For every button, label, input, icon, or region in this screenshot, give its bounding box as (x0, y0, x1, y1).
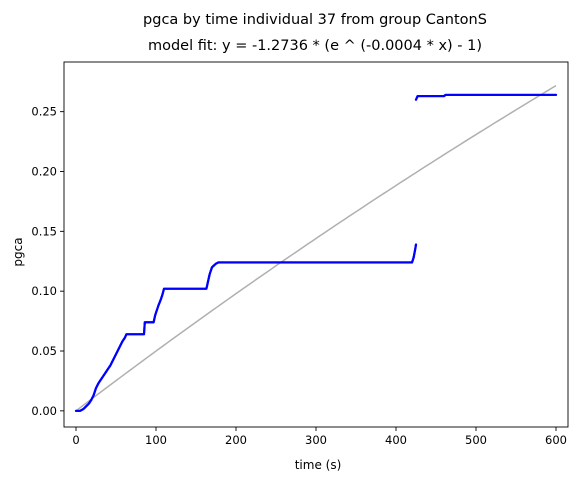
x-tick-label: 600 (545, 433, 567, 447)
data-point (414, 243, 418, 246)
data-point (554, 93, 558, 97)
plot-frame (63, 61, 569, 428)
model-fit-line (75, 84, 557, 412)
y-tick-label: 0.00 (31, 404, 57, 418)
x-tick-label: 200 (225, 433, 247, 447)
x-axis-label: time (s) (295, 458, 342, 472)
plot-area: 0 100 200 300 400 500 600 0.00 0.05 0.10 0.15 0.20 0… (31, 61, 569, 447)
x-tick-label: 400 (385, 433, 407, 447)
y-tick-label: 0.15 (31, 224, 57, 238)
y-tick-label: 0.25 (31, 105, 57, 119)
y-axis-label: pgca (11, 237, 25, 266)
x-tick-label: 0 (72, 433, 79, 447)
x-tick-label: 300 (305, 433, 327, 447)
chart-subtitle: model fit: y = -1.2736 * (e ^ (-0.0004 *… (148, 38, 482, 54)
y-tick-label: 0.05 (31, 344, 57, 358)
chart-title: pgca by time individual 37 from group Ca… (143, 12, 487, 28)
y-tick-label: 0.20 (31, 165, 57, 179)
x-tick-label: 500 (465, 433, 487, 447)
x-tick-label: 100 (145, 433, 167, 447)
y-tick-label: 0.10 (31, 284, 57, 298)
